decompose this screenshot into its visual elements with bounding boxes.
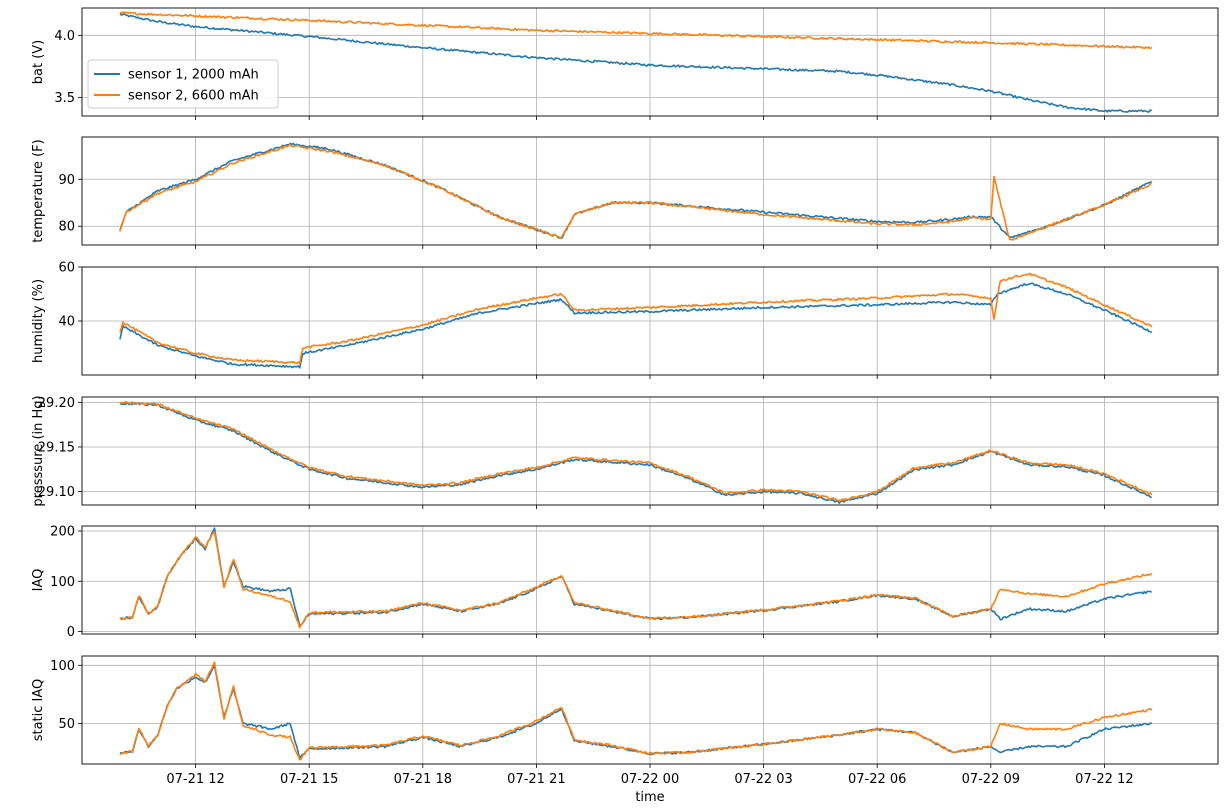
y-tick-label: 0 bbox=[67, 625, 75, 640]
x-axis-title: time bbox=[635, 790, 664, 805]
x-tick-label: 07-22 12 bbox=[1075, 772, 1133, 787]
series-line-2 bbox=[119, 272, 1153, 365]
x-tick-label: 07-21 21 bbox=[507, 772, 565, 787]
legend-box bbox=[87, 59, 279, 109]
x-tick-label: 07-22 03 bbox=[734, 772, 792, 787]
panel-2: 80 90 temperature (F) bbox=[31, 136, 1219, 249]
y-axis-title: bat (V) bbox=[31, 40, 46, 84]
panel-frame bbox=[81, 655, 1219, 765]
panel-6: 50 100 static IAQ 07-21 12 07-21 15 07-21 18 0… bbox=[31, 655, 1219, 787]
y-tick-label: 29.10 bbox=[38, 485, 75, 500]
x-tick-label: 07-22 00 bbox=[621, 772, 679, 787]
series-line-1 bbox=[119, 665, 1152, 760]
panel-frame bbox=[81, 525, 1219, 635]
y-tick-label: 80 bbox=[58, 220, 75, 235]
x-tick-label: 07-21 15 bbox=[280, 772, 338, 787]
panels-layer: 3.5 4.0 bat (V) sensor 1, 2000 mAh sensor 2,… bbox=[31, 7, 1219, 787]
series-line-2 bbox=[119, 11, 1153, 50]
y-axis-title: static IAQ bbox=[31, 679, 46, 742]
y-axis-title: humidity (%) bbox=[31, 279, 46, 363]
y-tick-label: 100 bbox=[50, 575, 75, 590]
y-tick-label: 200 bbox=[50, 525, 75, 540]
panel-frame bbox=[81, 266, 1219, 376]
x-tick-label: 07-21 12 bbox=[166, 772, 224, 787]
panel-frame bbox=[81, 396, 1219, 506]
y-axis-title: IAQ bbox=[31, 569, 46, 592]
y-tick-label: 50 bbox=[58, 717, 75, 732]
legend-label-1: sensor 1, 2000 mAh bbox=[128, 68, 259, 83]
panel-1: 3.5 4.0 bat (V) sensor 1, 2000 mAh sensor 2,… bbox=[31, 7, 1219, 120]
y-axis-title: temperature (F) bbox=[31, 139, 46, 242]
x-tick-label: 07-22 06 bbox=[848, 772, 906, 787]
y-tick-label: 29.15 bbox=[38, 440, 75, 455]
y-tick-label: 3.5 bbox=[54, 91, 75, 106]
y-tick-label: 90 bbox=[58, 173, 75, 188]
y-axis-title: presssure (in Hg) bbox=[31, 395, 46, 506]
y-tick-label: 60 bbox=[58, 261, 75, 276]
series-line-1 bbox=[119, 282, 1153, 369]
series-line-1 bbox=[119, 401, 1152, 504]
series-line-1 bbox=[119, 13, 1153, 113]
x-tick-label: 07-22 09 bbox=[962, 772, 1020, 787]
y-tick-label: 4.0 bbox=[54, 29, 75, 44]
series-line-2 bbox=[119, 143, 1152, 241]
series-line-2 bbox=[119, 661, 1153, 761]
panel-5: 0 100 200 IAQ bbox=[31, 525, 1219, 640]
panel-frame bbox=[81, 136, 1219, 246]
legend-label-2: sensor 2, 6600 mAh bbox=[128, 89, 259, 104]
y-tick-label: 29.20 bbox=[38, 396, 75, 411]
series-line-2 bbox=[119, 401, 1153, 502]
series-line-1 bbox=[119, 527, 1152, 627]
series-line-2 bbox=[119, 530, 1153, 629]
x-tick-label: 07-21 18 bbox=[394, 772, 452, 787]
panel-3: 40 60 humidity (%) bbox=[31, 261, 1219, 379]
panel-frame bbox=[81, 7, 1219, 117]
y-tick-label: 40 bbox=[58, 315, 75, 330]
legend: sensor 1, 2000 mAh sensor 2, 6600 mAh bbox=[87, 59, 279, 109]
y-tick-label: 100 bbox=[50, 659, 75, 674]
